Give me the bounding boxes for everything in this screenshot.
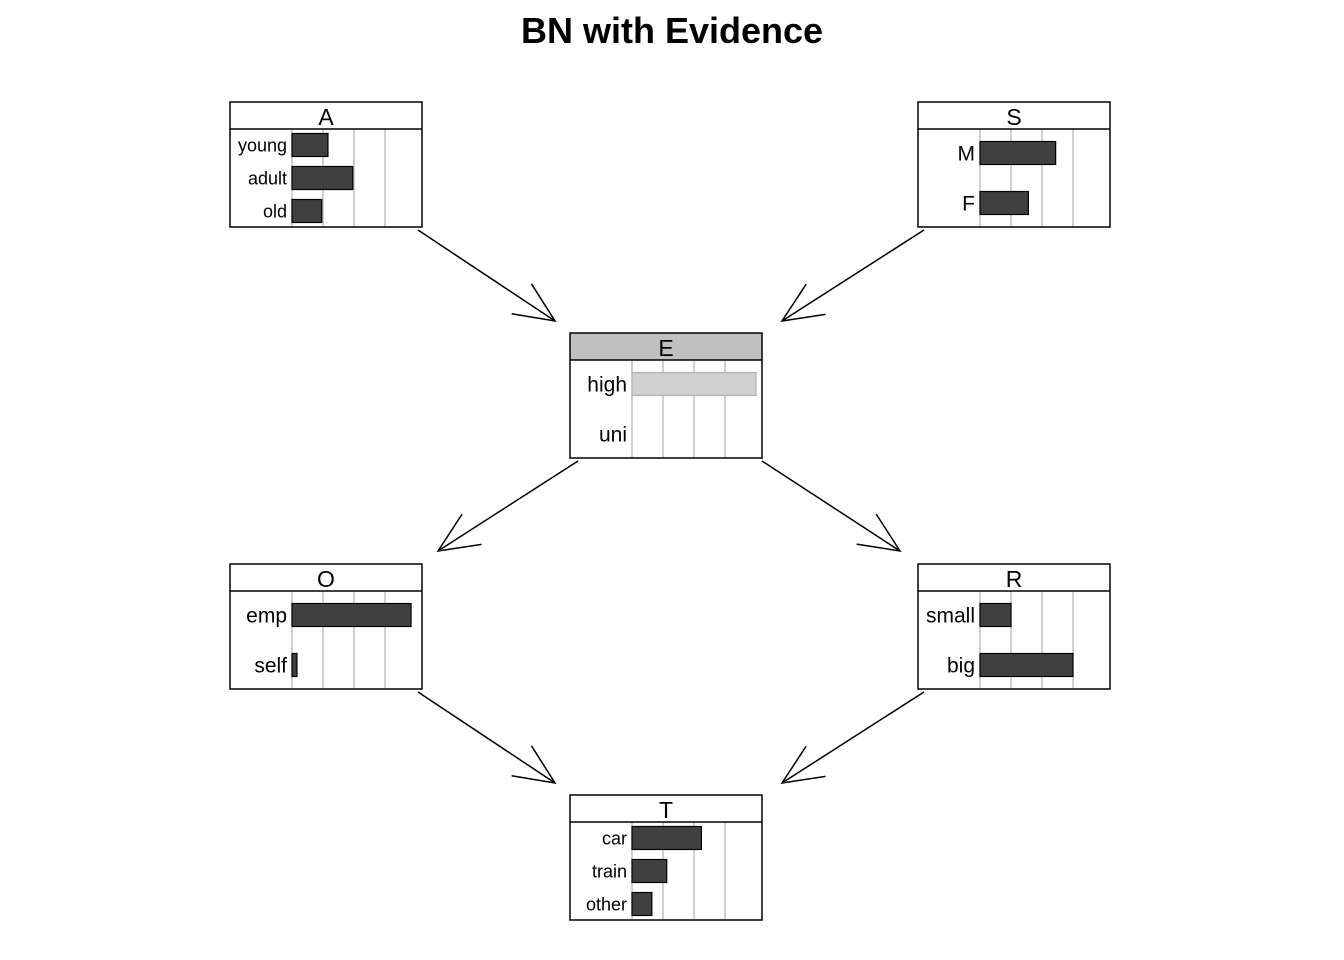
arrowhead — [511, 283, 557, 323]
node-title: E — [658, 335, 673, 361]
node-title: S — [1006, 104, 1021, 130]
state-label: M — [958, 142, 976, 165]
edge-line — [781, 229, 925, 322]
edge-a-e — [417, 229, 557, 323]
state-label: big — [947, 654, 975, 677]
edge-r-t — [780, 691, 925, 784]
node-header — [918, 564, 1110, 591]
edge-e-r — [761, 460, 902, 553]
state-label: adult — [248, 168, 287, 188]
arrowhead — [511, 745, 557, 785]
edge-e-o — [436, 460, 579, 552]
edge-o-t — [417, 691, 557, 785]
node-header — [918, 102, 1110, 129]
state-bar-self — [291, 652, 298, 678]
arrowhead — [780, 283, 826, 322]
edge-line — [417, 229, 556, 322]
state-label: train — [592, 861, 627, 881]
node-header — [570, 333, 762, 360]
node-header — [230, 102, 422, 129]
node-s[interactable]: S M F — [917, 101, 1111, 228]
edges-layer — [417, 229, 925, 785]
state-label: F — [962, 192, 975, 215]
state-label: high — [587, 373, 627, 396]
state-label: small — [926, 604, 975, 627]
state-bar-emp — [291, 602, 412, 628]
node-border — [917, 101, 1111, 228]
state-label: old — [263, 201, 287, 221]
node-title: O — [317, 566, 335, 592]
node-border — [569, 794, 763, 921]
edge-s-e — [780, 229, 925, 322]
node-border — [917, 563, 1111, 690]
edge-line — [437, 460, 579, 552]
node-title: A — [318, 104, 334, 130]
arrowhead — [856, 513, 902, 553]
state-bar-M — [979, 140, 1057, 166]
diagram-title: BN with Evidence — [521, 10, 823, 51]
node-header — [230, 564, 422, 591]
state-bar-other — [631, 891, 653, 917]
state-bar-train — [631, 858, 668, 884]
edge-line — [417, 691, 556, 784]
arrowhead — [436, 513, 482, 552]
node-header — [570, 795, 762, 822]
arrowhead — [780, 745, 826, 784]
state-label: self — [254, 654, 287, 677]
state-label: young — [238, 135, 287, 155]
state-bar-small — [979, 602, 1012, 628]
state-bar-adult — [291, 165, 354, 191]
node-title: T — [659, 797, 673, 823]
state-label: uni — [599, 423, 627, 446]
state-bar-car — [631, 825, 703, 851]
node-border — [229, 101, 423, 228]
edge-line — [761, 460, 901, 552]
node-title: R — [1006, 566, 1023, 592]
state-bar-young — [291, 132, 329, 158]
state-bar-high — [631, 371, 757, 397]
state-bar-F — [979, 190, 1029, 216]
node-border — [569, 332, 763, 459]
state-label: car — [602, 828, 627, 848]
node-border — [229, 563, 423, 690]
state-bar-big — [979, 652, 1074, 678]
state-label: other — [586, 894, 627, 914]
edge-line — [781, 691, 925, 784]
state-bar-old — [291, 198, 323, 224]
state-label: emp — [246, 604, 287, 627]
